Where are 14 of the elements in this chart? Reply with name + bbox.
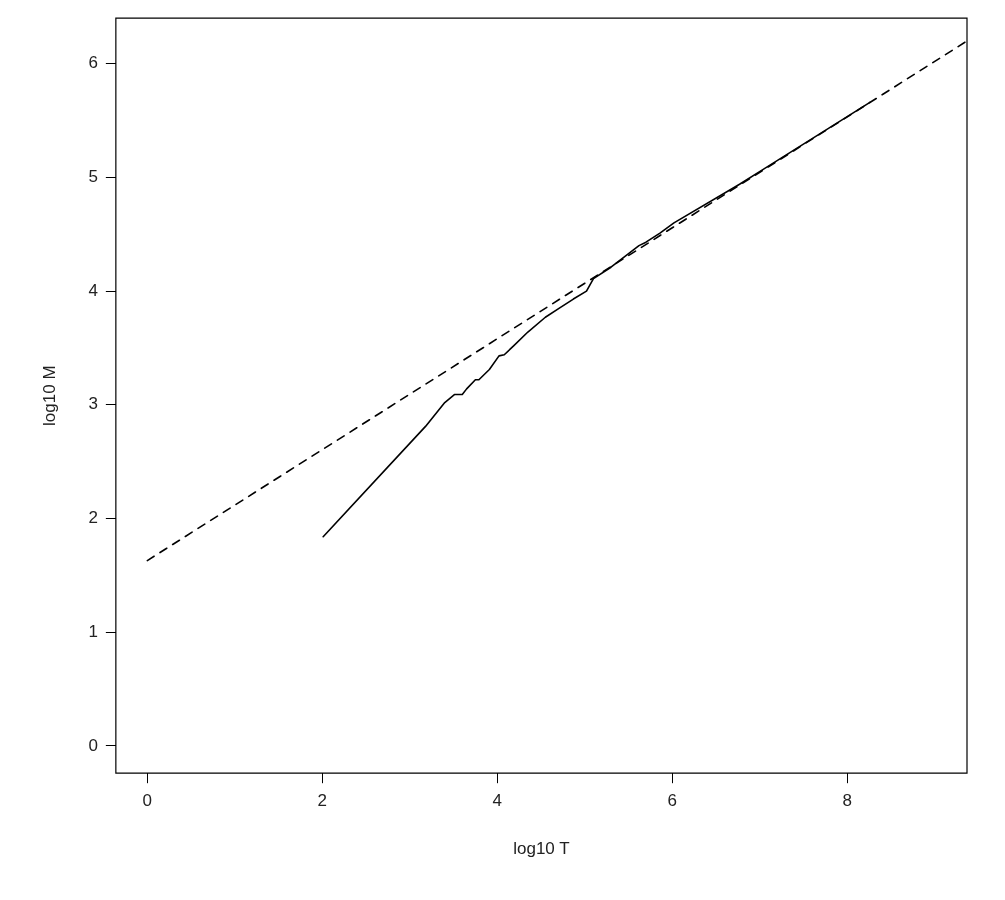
x-tick-label: 4 [492,791,502,811]
y-tick-label: 1 [88,621,98,641]
y-tick-label: 3 [88,394,98,414]
y-tick-label: 2 [88,508,98,528]
y-axis-title: log10 M [39,365,59,426]
x-axis-title: log10 T [513,839,570,859]
x-tick-label: 2 [317,791,328,811]
y-tick-label: 4 [88,280,98,300]
x-tick-label: 6 [667,791,677,811]
x-tick-label: 0 [142,791,153,811]
x-tick-label: 8 [842,791,852,811]
y-tick-label: 5 [88,167,98,187]
y-tick-label: 6 [88,53,98,73]
y-tick-label: 0 [88,735,98,755]
